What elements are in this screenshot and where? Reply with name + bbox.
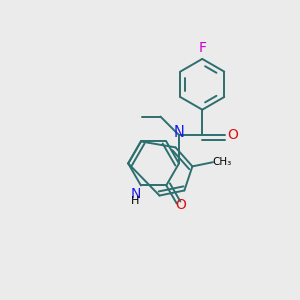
Text: N: N <box>173 125 184 140</box>
Text: H: H <box>131 196 140 206</box>
Text: CH₃: CH₃ <box>212 157 231 167</box>
Text: O: O <box>176 198 186 212</box>
Text: O: O <box>228 128 238 142</box>
Text: N: N <box>130 187 141 201</box>
Text: F: F <box>198 40 206 55</box>
